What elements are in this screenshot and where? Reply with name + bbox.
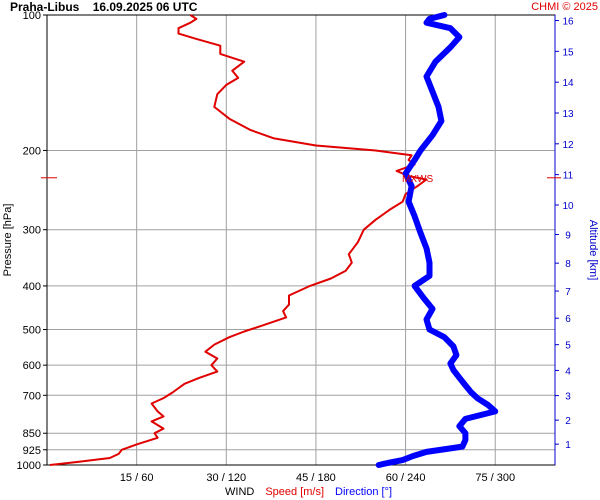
- mxws-label: MXWS: [402, 174, 433, 185]
- altitude-tick-label: 1: [565, 440, 571, 451]
- altitude-tick-label: 13: [562, 109, 574, 120]
- x-tick-label: 45 / 180: [296, 472, 336, 484]
- altitude-tick-label: 12: [562, 140, 574, 151]
- altitude-tick-label: 2: [565, 416, 571, 427]
- direction-series-line: [375, 12, 499, 468]
- station-name: Praha-Libus: [10, 0, 80, 14]
- y-axis-label-altitude: Altitude [km]: [587, 220, 599, 281]
- pressure-tick-label: 200: [23, 145, 41, 157]
- x-tick-label: 15 / 60: [120, 472, 154, 484]
- series: [49, 12, 499, 468]
- x-axis-label: WIND Speed [m/s] Direction [°]: [225, 486, 392, 498]
- altitude-tick-label: 6: [565, 314, 571, 325]
- x-axis-label-speed: Speed [m/s]: [265, 486, 324, 498]
- pressure-tick-label: 700: [23, 390, 41, 402]
- altitude-tick-label: 15: [562, 47, 574, 58]
- axes: [43, 14, 559, 466]
- pressure-tick-label: 600: [23, 360, 41, 372]
- x-tick-label: 75 / 300: [475, 472, 515, 484]
- pressure-tick-label: 925: [23, 445, 41, 457]
- pressure-tick-label: 300: [23, 225, 41, 237]
- pressure-tick-label: 500: [23, 325, 41, 337]
- altitude-tick-label: 11: [563, 171, 574, 182]
- credit-label: CHMI © 2025: [531, 1, 598, 13]
- y-axis-label-pressure: Pressure [hPa]: [2, 204, 14, 277]
- altitude-tick-label: 16: [562, 17, 574, 28]
- speed-series-line: [49, 14, 428, 466]
- x-axis-label-direction: Direction [°]: [335, 486, 392, 498]
- x-tick-label: 60 / 240: [386, 472, 426, 484]
- altitude-tick-label: 4: [565, 366, 571, 377]
- altitude-tick-label: 3: [565, 392, 571, 403]
- x-tick-label: 30 / 120: [206, 472, 246, 484]
- pressure-tick-label: 400: [23, 281, 41, 293]
- altitude-tick-label: 5: [565, 341, 571, 352]
- sounding-datetime: 16.09.2025 06 UTC: [92, 0, 198, 14]
- grid: [47, 15, 555, 465]
- pressure-tick-label: 850: [23, 428, 41, 440]
- x-axis-label-wind: WIND: [225, 486, 254, 498]
- altitude-tick-label: 10: [562, 201, 574, 212]
- altitude-tick-label: 7: [565, 287, 571, 298]
- altitude-tick-label: 8: [565, 259, 571, 270]
- pressure-tick-label: 1000: [17, 460, 41, 472]
- chart-title: Praha-Libus 16.09.2025 06 UTC: [10, 0, 197, 14]
- altitude-tick-label: 9: [565, 230, 571, 241]
- altitude-tick-label: 14: [562, 78, 574, 89]
- pressure-tick-label: 100: [23, 10, 41, 22]
